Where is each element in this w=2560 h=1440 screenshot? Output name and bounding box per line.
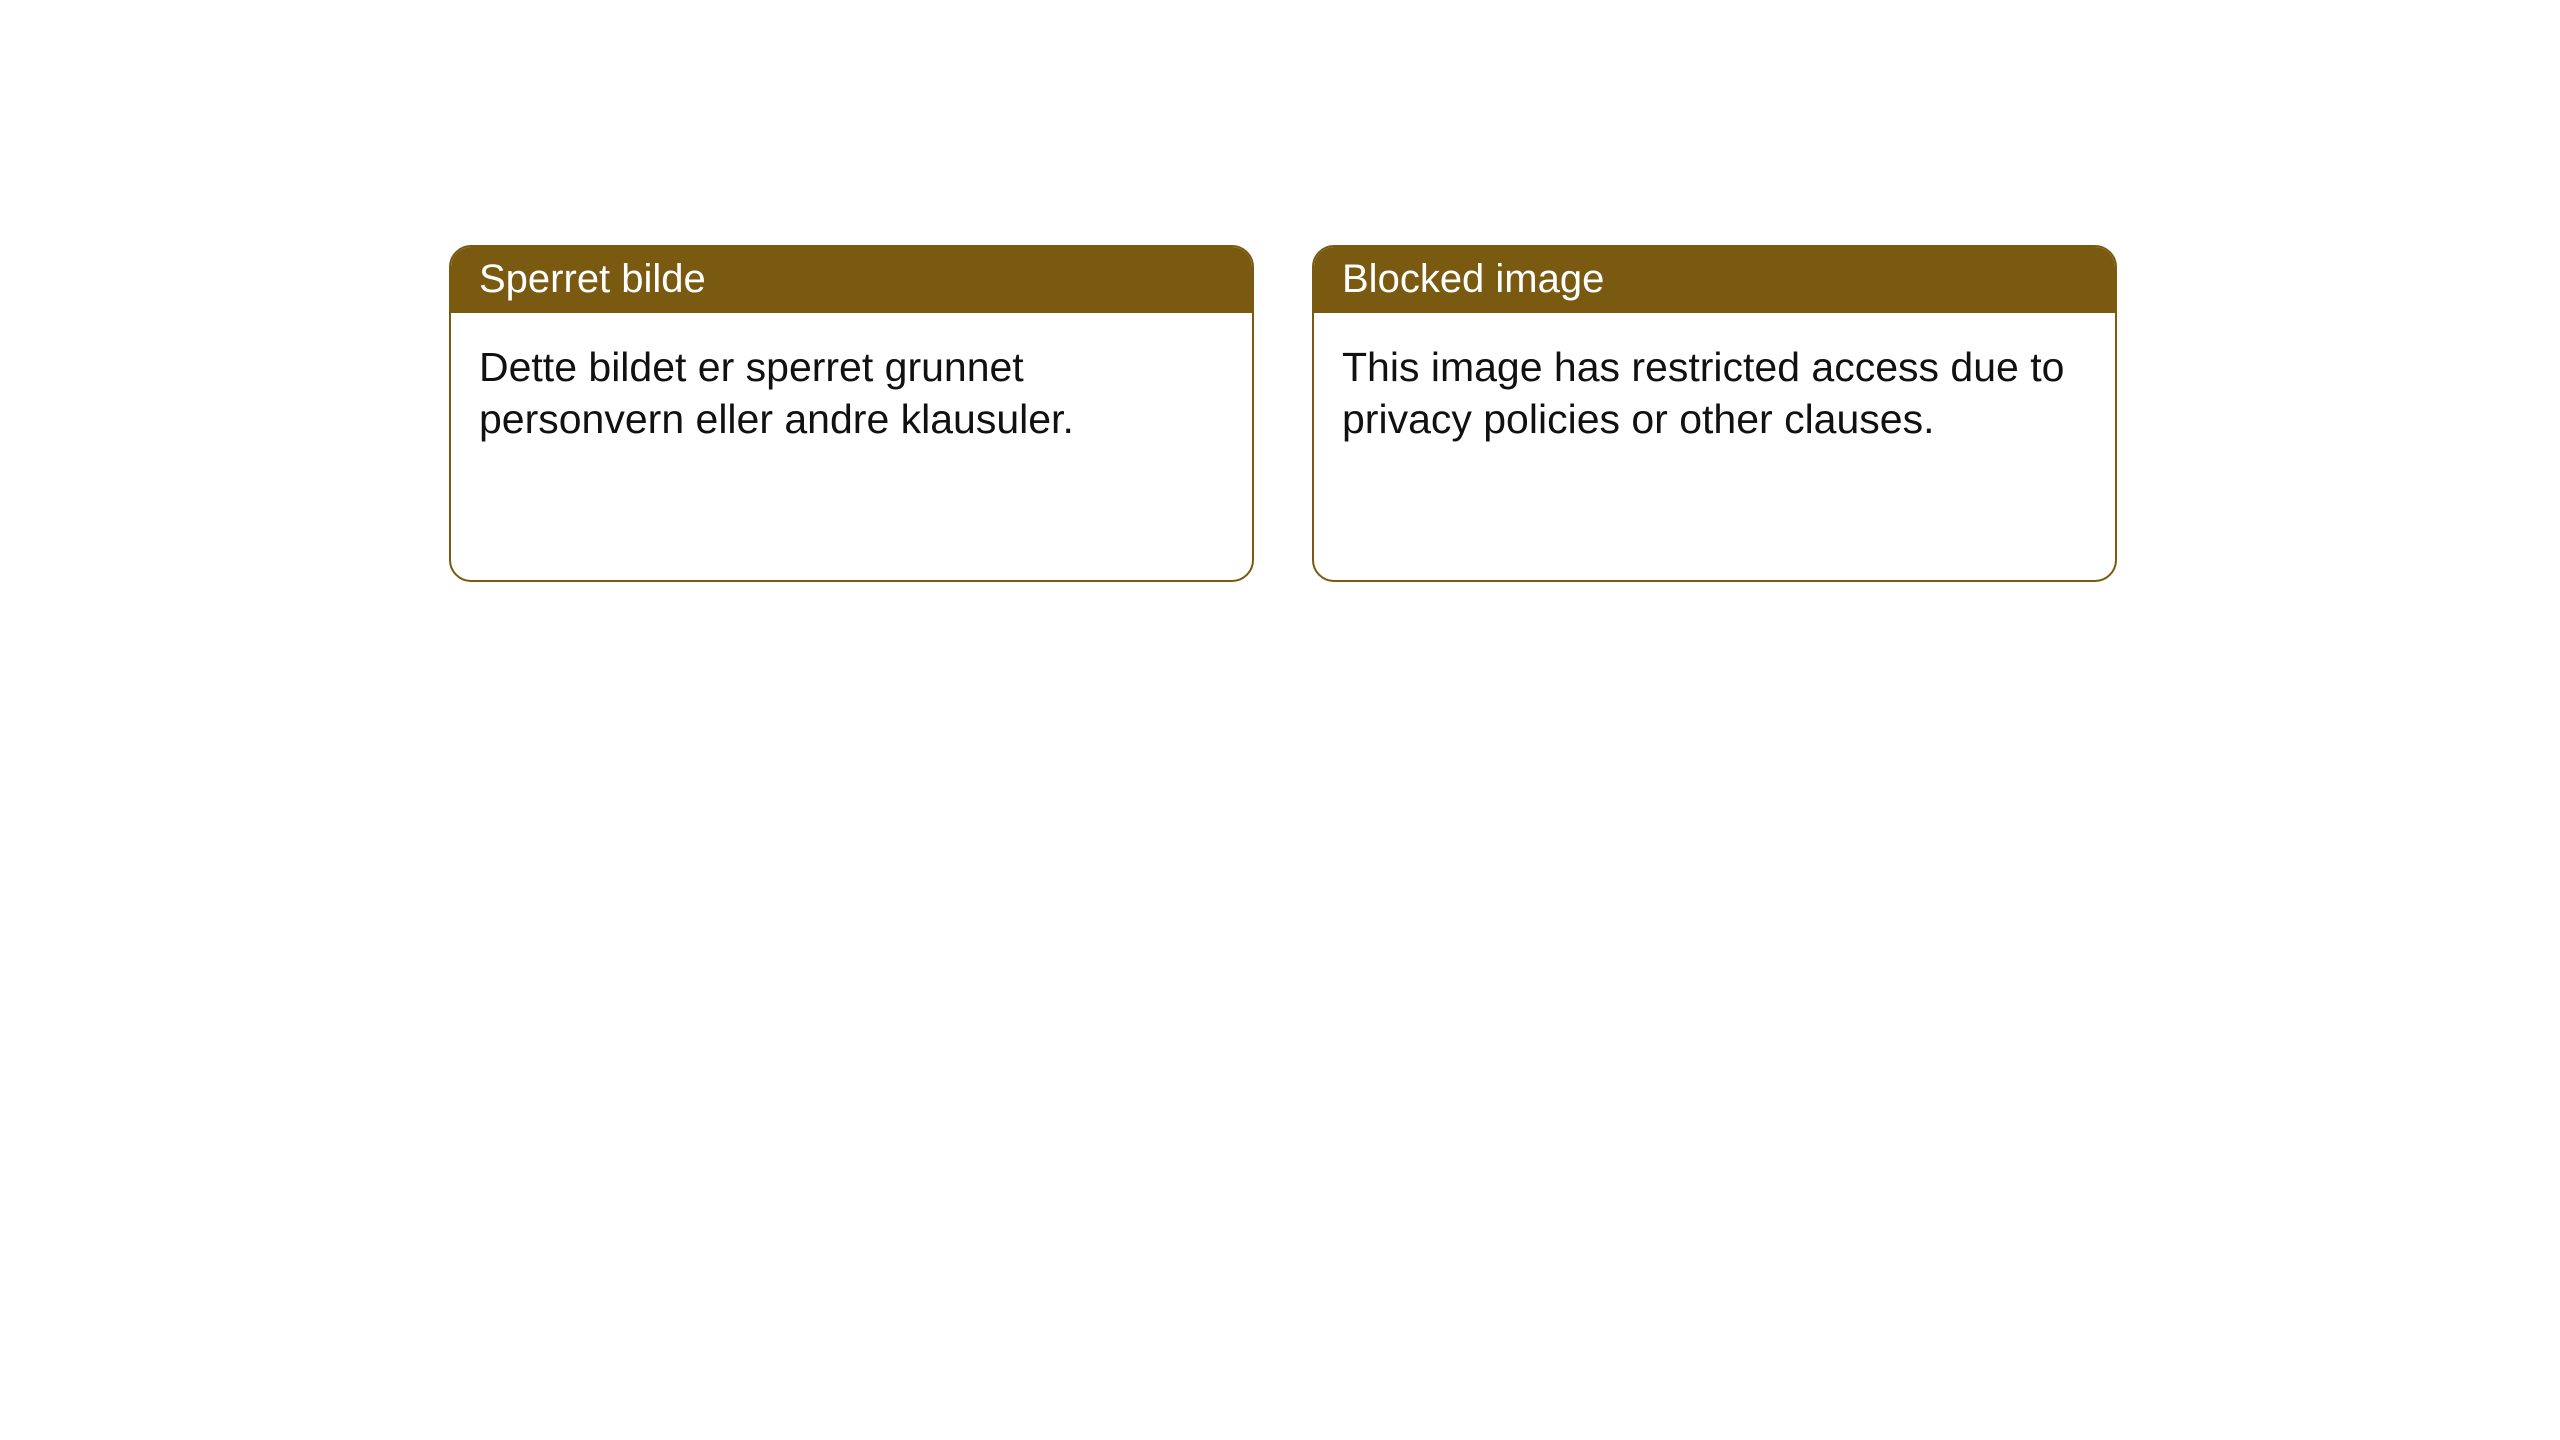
card-title-en: Blocked image <box>1314 247 2115 313</box>
card-title-no: Sperret bilde <box>451 247 1252 313</box>
page: Sperret bilde Dette bildet er sperret gr… <box>0 0 2560 1440</box>
cards-row: Sperret bilde Dette bildet er sperret gr… <box>449 245 2117 582</box>
card-body-no: Dette bildet er sperret grunnet personve… <box>451 313 1252 474</box>
blocked-image-card-no: Sperret bilde Dette bildet er sperret gr… <box>449 245 1254 582</box>
card-body-en: This image has restricted access due to … <box>1314 313 2115 474</box>
blocked-image-card-en: Blocked image This image has restricted … <box>1312 245 2117 582</box>
